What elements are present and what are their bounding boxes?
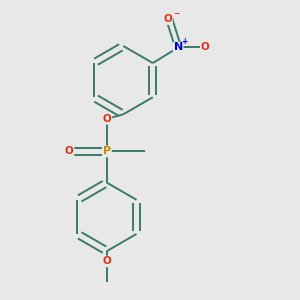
Text: P: P: [103, 146, 111, 157]
Text: O: O: [103, 256, 111, 266]
Text: N: N: [174, 43, 183, 52]
Text: O: O: [103, 114, 111, 124]
Text: −: −: [173, 9, 179, 18]
Text: O: O: [201, 43, 209, 52]
Text: O: O: [164, 14, 172, 24]
Text: O: O: [65, 146, 74, 157]
Text: +: +: [182, 37, 188, 46]
